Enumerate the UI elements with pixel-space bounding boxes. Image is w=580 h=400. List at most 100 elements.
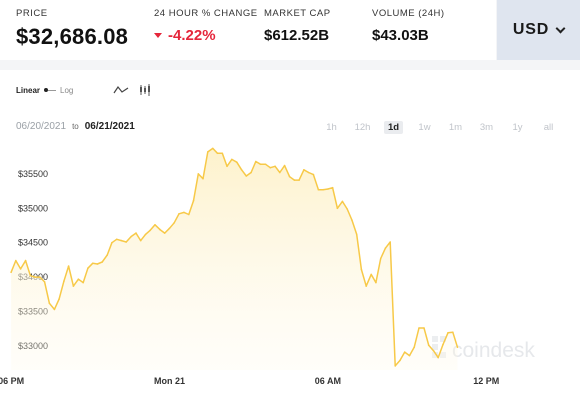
data-point: [279, 171, 281, 174]
x-tick-label: 06 PM: [0, 376, 24, 386]
toggle-track: [48, 89, 57, 91]
data-point: [327, 188, 329, 190]
y-tick-label: $35500: [18, 169, 48, 179]
data-point: [331, 186, 334, 189]
data-point: [303, 169, 305, 171]
data-point: [139, 239, 142, 242]
data-point: [413, 346, 416, 349]
range-label: 1d: [383, 121, 404, 134]
data-point: [418, 327, 420, 329]
data-point: [408, 354, 411, 357]
data-point: [288, 175, 291, 178]
data-point: [58, 298, 60, 300]
data-point: [15, 259, 17, 262]
data-point: [120, 239, 123, 242]
data-point: [19, 268, 22, 270]
data-point: [427, 344, 430, 347]
data-point: [216, 152, 219, 155]
volume-value: $43.03B: [372, 27, 429, 44]
data-point: [269, 166, 272, 169]
date-to[interactable]: 06/21/2021: [84, 121, 135, 132]
data-point: [101, 261, 103, 263]
chevron-down-icon: [555, 23, 566, 33]
range-3m-button[interactable]: 3m: [471, 120, 502, 135]
data-point: [173, 222, 175, 224]
data-point: [341, 200, 344, 203]
market-cap-value: $612.52B: [264, 27, 330, 44]
data-point: [29, 274, 32, 277]
data-point: [135, 232, 137, 234]
data-point: [163, 232, 166, 234]
data-point: [111, 241, 113, 244]
watermark-text: coindesk: [452, 339, 535, 362]
range-1h-button[interactable]: 1h: [316, 120, 347, 135]
data-point: [274, 165, 276, 168]
data-point: [207, 151, 209, 153]
triangle-down-icon: [154, 33, 162, 38]
date-from[interactable]: 06/20/2021: [16, 121, 67, 132]
data-point: [255, 160, 257, 163]
scale-toggle[interactable]: [44, 88, 57, 92]
scale-linear-option[interactable]: Linear: [16, 85, 41, 95]
currency-label: USD: [512, 21, 550, 38]
range-label: all: [543, 122, 554, 133]
price-area: [11, 148, 458, 370]
data-point: [447, 332, 449, 334]
range-1y-button[interactable]: 1y: [502, 120, 533, 135]
range-1m-button[interactable]: 1m: [440, 120, 471, 135]
range-12h-button[interactable]: 12h: [347, 120, 378, 135]
range-label: 1w: [418, 122, 431, 133]
data-point: [360, 268, 363, 271]
data-point: [456, 346, 459, 349]
data-point: [154, 224, 156, 226]
data-point: [82, 281, 84, 284]
data-point: [336, 207, 339, 210]
data-point: [403, 351, 406, 353]
data-point: [379, 257, 382, 260]
data-point: [312, 173, 315, 176]
data-point: [188, 213, 190, 216]
line-chart-icon[interactable]: [113, 85, 129, 95]
range-label: 3m: [479, 122, 494, 133]
data-point: [125, 241, 127, 243]
data-point: [159, 228, 161, 231]
data-point: [351, 219, 353, 221]
data-point: [221, 152, 224, 155]
y-tick-label: $34500: [18, 238, 48, 248]
data-point: [130, 235, 132, 238]
x-tick-label: 12 PM: [473, 376, 499, 386]
data-point: [24, 259, 27, 262]
candlestick-icon[interactable]: [139, 84, 151, 96]
scale-log-option[interactable]: Log: [60, 85, 74, 95]
data-point: [437, 356, 440, 359]
data-point: [149, 229, 151, 232]
range-1w-button[interactable]: 1w: [409, 120, 440, 135]
range-1d-button[interactable]: 1d: [378, 120, 409, 135]
data-point: [317, 188, 320, 191]
data-point: [346, 208, 349, 210]
data-point: [264, 163, 267, 166]
data-point: [432, 349, 435, 352]
data-point: [77, 278, 80, 280]
data-point: [283, 164, 286, 167]
data-point: [245, 175, 248, 177]
data-point: [178, 213, 180, 215]
range-all-button[interactable]: all: [533, 120, 564, 135]
data-point: [293, 179, 296, 181]
data-point: [53, 308, 56, 311]
price-label: PRICE: [16, 8, 48, 19]
data-point: [384, 247, 387, 249]
data-point: [106, 254, 108, 256]
data-point: [39, 276, 41, 278]
price-line: [10, 147, 459, 367]
currency-select[interactable]: USD: [497, 0, 580, 60]
data-point: [197, 173, 200, 175]
data-point: [365, 285, 368, 287]
data-point: [34, 276, 36, 278]
volume-label: VOLUME (24H): [372, 8, 445, 19]
data-point: [375, 281, 377, 284]
data-point: [10, 271, 12, 274]
data-point: [442, 343, 444, 346]
data-point: [72, 285, 75, 287]
data-point: [399, 359, 401, 362]
